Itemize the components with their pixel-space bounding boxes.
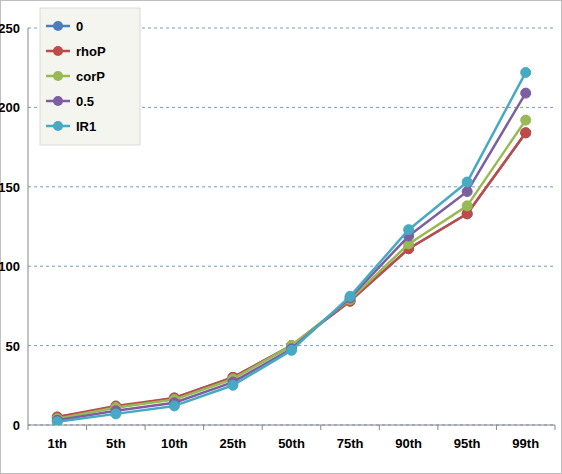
legend-marker	[53, 71, 63, 81]
x-tick	[437, 425, 438, 430]
legend-label: IR1	[76, 119, 96, 134]
x-tick	[145, 425, 146, 430]
legend-marker	[53, 96, 63, 106]
series-marker	[228, 380, 238, 390]
grid-line	[28, 425, 555, 426]
x-tick-label: 5th	[106, 436, 126, 451]
x-tick	[496, 425, 497, 430]
series-marker	[462, 201, 472, 211]
x-tick-label: 25th	[220, 436, 247, 451]
legend: 0 rhoP corP 0.5 IR1	[40, 8, 140, 145]
x-axis	[28, 425, 555, 426]
x-tick-label: 75th	[337, 436, 364, 451]
series-line	[57, 133, 525, 417]
x-tick	[555, 425, 556, 430]
x-tick-label: 90th	[395, 436, 422, 451]
y-axis	[28, 28, 29, 425]
chart-container: 0 50 100 150 200 250 1th 5th 10th 25th 50th 75th 90t…	[0, 0, 562, 474]
series-line	[57, 133, 525, 417]
series-marker	[462, 177, 472, 187]
x-tick	[28, 425, 29, 430]
legend-label: corP	[76, 69, 105, 84]
series-marker	[521, 67, 531, 77]
legend-marker	[53, 21, 63, 31]
series-marker	[404, 225, 414, 235]
series-marker	[462, 187, 472, 197]
legend-box	[40, 8, 140, 145]
chart-frame	[1, 1, 562, 474]
x-tick-label: 1th	[48, 436, 68, 451]
legend-label: 0.5	[76, 94, 94, 109]
y-tick-label: 250	[0, 21, 20, 36]
legend-label: rhoP	[76, 44, 106, 59]
legend-marker	[53, 46, 63, 56]
x-tick	[86, 425, 87, 430]
series-line	[57, 120, 525, 419]
y-tick-label: 0	[13, 418, 20, 433]
legend-marker	[53, 121, 63, 131]
series-marker	[521, 88, 531, 98]
x-tick	[379, 425, 380, 430]
y-tick-label: 150	[0, 180, 20, 195]
x-tick	[203, 425, 204, 430]
series-marker	[52, 417, 62, 425]
x-tick-label: 95th	[454, 436, 481, 451]
series-marker	[521, 128, 531, 138]
grid-line	[28, 266, 555, 267]
x-tick-label: 10th	[161, 436, 188, 451]
series-marker	[521, 115, 531, 125]
x-tick-label: 50th	[278, 436, 305, 451]
y-tick-label: 50	[6, 339, 20, 354]
series-marker	[111, 409, 121, 419]
chart-svg: 0 50 100 150 200 250 1th 5th 10th 25th 50th 75th 90t…	[0, 0, 562, 474]
x-tick	[262, 425, 263, 430]
y-tick-label: 200	[0, 100, 20, 115]
x-tick	[320, 425, 321, 430]
y-tick-label: 100	[0, 259, 20, 274]
legend-label: 0	[76, 19, 83, 34]
series-marker	[345, 291, 355, 301]
x-tick-label: 99th	[512, 436, 539, 451]
grid-line	[28, 186, 555, 187]
series-marker	[169, 401, 179, 411]
series-marker	[287, 345, 297, 355]
series-marker	[521, 128, 531, 138]
